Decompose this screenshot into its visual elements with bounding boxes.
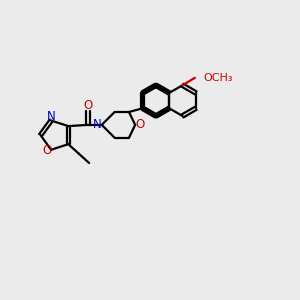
- Text: O: O: [135, 118, 144, 131]
- Text: N: N: [47, 110, 56, 123]
- Text: O: O: [42, 145, 51, 158]
- Text: N: N: [93, 118, 102, 131]
- Text: OCH₃: OCH₃: [204, 73, 233, 83]
- Text: O: O: [83, 99, 93, 112]
